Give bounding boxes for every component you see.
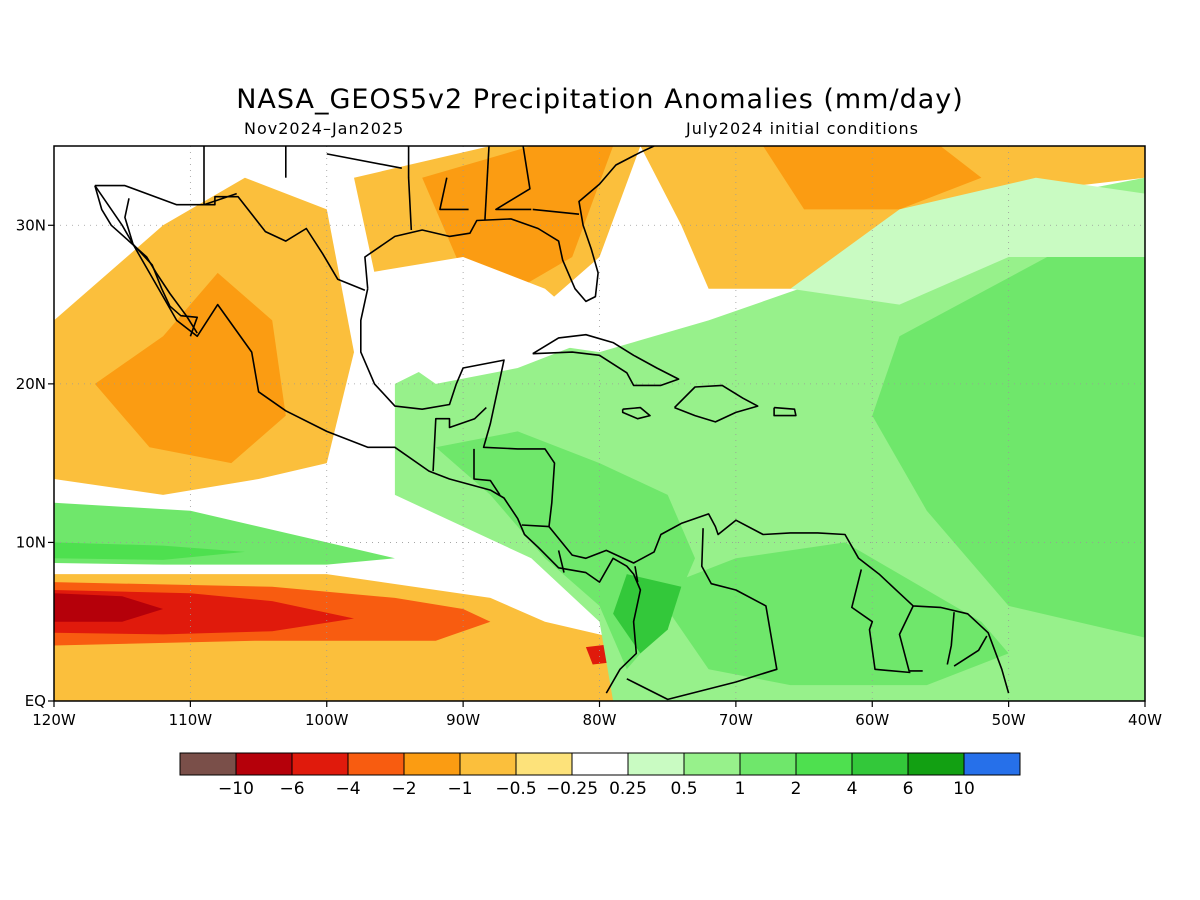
coastline <box>359 288 1010 694</box>
anomaly-region-pacific-itcz-wet-core <box>54 542 245 560</box>
coastline <box>94 185 198 334</box>
country-border <box>532 208 580 215</box>
colorbar-swatch <box>571 752 629 776</box>
colorbar-label: −0.25 <box>546 779 598 799</box>
colorbar-swatch <box>963 752 1021 776</box>
anomaly-region-atlantic-wet <box>872 225 1145 638</box>
y-tick-label: 10N <box>16 533 46 551</box>
coastlines-and-borders <box>94 146 1010 701</box>
x-tick-label: 120W <box>32 711 76 729</box>
colorbar-label: 10 <box>953 779 975 799</box>
x-tick-label: 110W <box>169 711 213 729</box>
x-tick-label: 100W <box>305 711 349 729</box>
colorbar-label: −2 <box>391 779 416 799</box>
coastline <box>532 333 680 387</box>
longitude-axis: 120W 110W 100W 90W 80W 70W 60W 50W 40W <box>32 701 1162 729</box>
x-tick-label: 40W <box>1128 711 1162 729</box>
initial-conditions: July2024 initial conditions <box>686 119 919 138</box>
colorbar-label: 0.25 <box>609 779 647 799</box>
country-border <box>946 612 955 665</box>
coastline <box>621 406 651 420</box>
colorbar-swatch <box>907 752 965 776</box>
y-tick-label: EQ <box>25 692 46 710</box>
country-border <box>203 146 237 206</box>
coastline <box>94 185 642 694</box>
country-border <box>521 524 550 528</box>
colorbar-label: 1 <box>735 779 746 799</box>
anomaly-region-south-america-wet <box>654 542 1009 686</box>
colorbar-swatch <box>459 752 517 776</box>
anomaly-region-gulf-inner-dry <box>422 146 614 289</box>
colorbar: −10 −6 −4 −2 −1 −0.5 −0.25 0.25 0.5 1 2 4 6 10 <box>179 752 1021 799</box>
x-tick-label: 50W <box>992 711 1026 729</box>
y-tick-label: 20N <box>16 375 46 393</box>
forecast-period: Nov2024–Jan2025 <box>244 119 405 138</box>
colorbar-swatch <box>851 752 909 776</box>
colorbar-label: −4 <box>335 779 360 799</box>
latitude-axis: EQ 10N 20N 30N <box>16 216 54 710</box>
country-border <box>953 635 988 667</box>
x-tick-label: 70W <box>719 711 753 729</box>
country-border <box>557 550 565 573</box>
country-border <box>634 566 639 583</box>
x-tick-label: 60W <box>855 711 889 729</box>
colorbar-label: 6 <box>903 779 914 799</box>
colorbar-swatch <box>515 752 573 776</box>
colorbar-swatch <box>627 752 685 776</box>
x-tick-label: 90W <box>446 711 480 729</box>
y-tick-label: 30N <box>16 216 46 234</box>
x-tick-label: 80W <box>583 711 617 729</box>
colorbar-label: −1 <box>447 779 472 799</box>
colorbar-label: −10 <box>218 779 254 799</box>
country-border <box>495 146 532 211</box>
country-border <box>439 177 469 211</box>
country-border <box>898 605 923 672</box>
colorbar-swatch <box>347 752 405 776</box>
anomaly-shading <box>54 146 1145 701</box>
colorbar-swatch <box>795 752 853 776</box>
colorbar-label: −0.5 <box>495 779 536 799</box>
colorbar-swatch <box>235 752 293 776</box>
colorbar-label: 4 <box>847 779 858 799</box>
coastline <box>364 146 655 303</box>
country-border <box>326 153 402 169</box>
country-border <box>94 184 366 292</box>
colorbar-label: 2 <box>791 779 802 799</box>
colorbar-swatch <box>403 752 461 776</box>
coastline <box>124 198 198 337</box>
colorbar-swatch <box>291 752 349 776</box>
colorbar-label: 0.5 <box>670 779 697 799</box>
map-title: NASA_GEOS5v2 Precipitation Anomalies (mm… <box>236 84 964 115</box>
country-border <box>484 146 490 221</box>
anomaly-region-atlantic-light-wet <box>790 177 1145 305</box>
country-border <box>432 407 487 472</box>
country-border <box>407 146 413 231</box>
colorbar-swatch <box>683 752 741 776</box>
anomaly-region-gulf-white <box>367 257 600 384</box>
country-border <box>850 569 911 674</box>
grid-lines <box>54 146 1145 701</box>
country-border <box>473 448 501 496</box>
anomaly-region-atlantic-inner-dry <box>763 146 982 210</box>
country-border <box>626 528 778 701</box>
colorbar-swatch <box>179 752 237 776</box>
anomaly-region-pacific-extreme-dry <box>54 593 164 622</box>
colorbar-label: −6 <box>279 779 304 799</box>
colorbar-swatch <box>739 752 797 776</box>
coastline <box>673 384 759 423</box>
anomaly-region-colombia-wet-core <box>613 574 682 654</box>
coastline <box>773 406 797 417</box>
